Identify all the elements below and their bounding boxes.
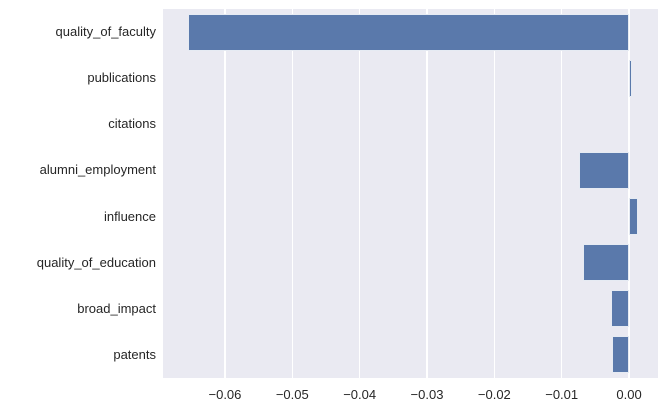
gridline xyxy=(358,9,361,378)
gridline xyxy=(628,9,630,378)
bar-quality_of_faculty xyxy=(187,13,630,51)
x-tick-label: 0.00 xyxy=(616,387,642,402)
gridline xyxy=(560,9,563,378)
x-tick-label: −0.05 xyxy=(275,387,309,402)
x-tick-label: −0.02 xyxy=(477,387,511,402)
bar-quality_of_education xyxy=(583,244,630,282)
x-tick-label: −0.04 xyxy=(343,387,377,402)
x-tick-label: −0.06 xyxy=(208,387,242,402)
bar-patents xyxy=(612,336,630,374)
y-tick-label: publications xyxy=(87,70,156,86)
y-tick-label: quality_of_education xyxy=(36,254,156,270)
x-tick-label: −0.01 xyxy=(545,387,579,402)
y-tick-label: quality_of_faculty xyxy=(55,24,156,40)
gridline xyxy=(291,9,294,378)
y-tick-label: broad_impact xyxy=(77,300,156,316)
plot-area xyxy=(163,9,658,378)
x-tick-label: −0.03 xyxy=(410,387,444,402)
bar-broad_impact xyxy=(610,290,630,328)
bar-alumni_employment xyxy=(579,151,630,189)
gridline xyxy=(426,9,428,378)
y-tick-label: influence xyxy=(103,208,156,224)
bar-influence xyxy=(629,198,638,235)
y-tick-label: alumni_employment xyxy=(39,162,156,178)
gridline xyxy=(224,9,226,378)
y-tick-label: citations xyxy=(108,116,156,132)
bar-publications xyxy=(629,59,633,97)
y-tick-label: patents xyxy=(113,346,156,362)
gridline xyxy=(493,9,496,378)
